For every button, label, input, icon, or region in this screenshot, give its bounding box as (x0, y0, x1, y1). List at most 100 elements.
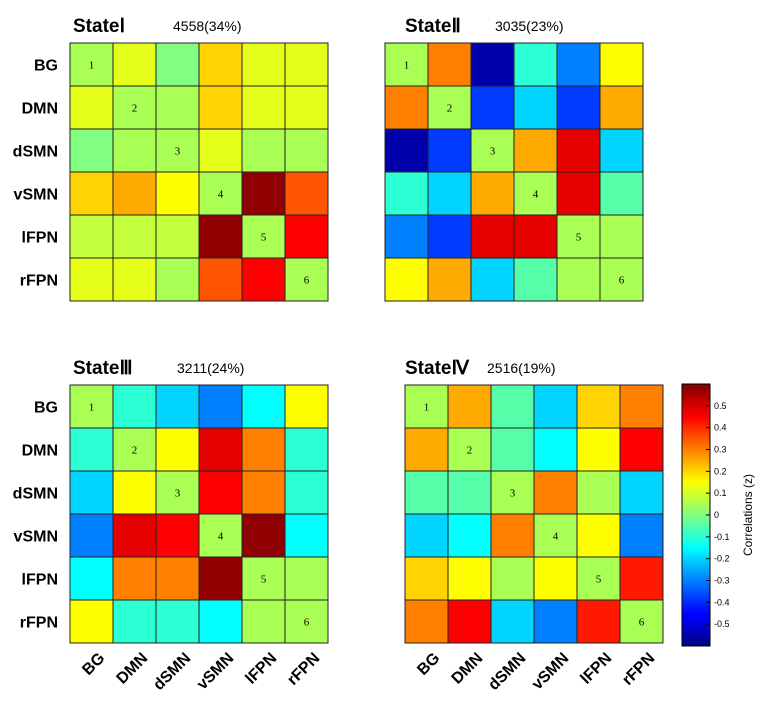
heatmap-cell (599, 42, 644, 87)
heatmap-cell (427, 171, 472, 216)
heatmap-cell (198, 427, 243, 472)
state-panel-1: StateⅠ 4558(34%) 1 2 3 4 5 6 BG DMN dSMN vSMN lFPN rF… (13, 16, 329, 302)
heatmap-cell (155, 42, 200, 87)
column-label: DMN (449, 650, 487, 688)
colorbar-tick-label: 0.2 (714, 466, 727, 476)
heatmap-cell (112, 427, 157, 472)
heatmap-cell (447, 513, 492, 558)
heatmap-cell (490, 556, 535, 601)
heatmap-cell (155, 556, 200, 601)
heatmap-cell (69, 214, 114, 259)
heatmap-cell (447, 427, 492, 472)
heatmap-cell (241, 599, 286, 644)
diagonal-label: 6 (619, 275, 625, 287)
state-title: StateⅢ (73, 358, 133, 379)
heatmap-cell (619, 513, 664, 558)
heatmap-cell (556, 128, 601, 173)
row-label: lFPN (22, 572, 58, 589)
heatmap-cell (198, 599, 243, 644)
row-label: rFPN (20, 615, 58, 632)
colorbar-tick-label: -0.5 (714, 619, 730, 629)
heatmap-cell (69, 470, 114, 515)
heatmap-cell (69, 513, 114, 558)
heatmap-cell (155, 214, 200, 259)
heatmap-cell (599, 257, 644, 302)
heatmap-cell (427, 85, 472, 130)
heatmap-cell (404, 513, 449, 558)
colorbar: 0.5 0.4 0.3 0.2 0.1 0 -0.1 -0.2 -0.3 -0.4 -0.5 Cor… (681, 383, 755, 647)
heatmap-cell (533, 556, 578, 601)
heatmap-cell (599, 128, 644, 173)
heatmap-cell (112, 384, 157, 429)
column-label: dSMN (485, 650, 529, 694)
heatmap-cell (69, 599, 114, 644)
row-label: vSMN (14, 529, 58, 546)
column-label: lFPN (578, 650, 616, 688)
heatmap-cell (241, 384, 286, 429)
column-label: vSMN (529, 650, 572, 693)
heatmap-cell (69, 427, 114, 472)
heatmap-panels: StateⅠ 4558(34%)123456BGDMNdSMNvSMNlFPNrF… (13, 16, 664, 694)
heatmap-cell (619, 427, 664, 472)
colorbar-label: Correlations (z) (741, 474, 755, 556)
heatmap-cell (619, 556, 664, 601)
heatmap-cell (513, 85, 558, 130)
heatmap-cell (576, 599, 621, 644)
diagonal-label: 6 (639, 617, 645, 629)
heatmap-cell (69, 171, 114, 216)
heatmap-cell (284, 470, 329, 515)
heatmap-cell (241, 470, 286, 515)
heatmap-cell (284, 599, 329, 644)
colorbar-tick-label: -0.1 (714, 532, 730, 542)
heatmap-cell (284, 214, 329, 259)
heatmap-cell (155, 513, 200, 558)
heatmap-cell (619, 470, 664, 515)
colorbar-tick-label: -0.4 (714, 597, 730, 607)
diagonal-label: 3 (175, 488, 181, 500)
colorbar-tick-label: 0.3 (714, 445, 727, 455)
heatmap-cell (384, 128, 429, 173)
column-label: rFPN (619, 650, 658, 689)
heatmap-cell (447, 384, 492, 429)
heatmap-cell (599, 85, 644, 130)
heatmap-cell (284, 85, 329, 130)
heatmap-cell (404, 470, 449, 515)
heatmap-cell (198, 556, 243, 601)
row-label: BG (34, 400, 58, 417)
heatmap-cell (404, 427, 449, 472)
heatmap-cell (470, 85, 515, 130)
heatmap-cell (404, 384, 449, 429)
diagonal-label: 4 (533, 189, 539, 201)
heatmap-cell (490, 427, 535, 472)
heatmap-cell (198, 214, 243, 259)
state-panel-3: StateⅢ 3211(24%)123456BGDMNdSMNvSMNlFPNrF… (13, 358, 329, 694)
heatmap-cell (513, 42, 558, 87)
heatmap-cell (447, 470, 492, 515)
heatmap-cell (69, 128, 114, 173)
heatmap-cell (198, 384, 243, 429)
heatmap-cell (241, 427, 286, 472)
diagonal-label: 6 (304, 617, 310, 629)
heatmap-cell (556, 42, 601, 87)
diagonal-label: 5 (261, 574, 267, 586)
heatmap-cell (241, 513, 286, 558)
heatmap-cell (619, 384, 664, 429)
state-count: 4558(34%) (173, 18, 242, 34)
heatmap-cell (556, 257, 601, 302)
heatmap-cell (198, 513, 243, 558)
row-label: vSMN (14, 187, 58, 204)
row-label: dSMN (13, 144, 58, 161)
heatmap-cell (599, 214, 644, 259)
state-count: 2516(19%) (487, 360, 556, 376)
heatmap-cell (284, 171, 329, 216)
state-panel-2: StateⅡ 3035(23%) 1 2 3 4 5 6 (384, 16, 644, 302)
state-title: StateⅣ (405, 358, 469, 379)
state-count: 3035(23%) (495, 18, 564, 34)
column-label: lFPN (243, 650, 281, 688)
diagonal-label: 4 (218, 531, 224, 543)
diagonal-label: 1 (89, 402, 95, 414)
diagonal-label: 1 (89, 60, 95, 72)
colorbar-tick-label: 0.5 (714, 401, 727, 411)
state-title: StateⅠ (73, 16, 125, 37)
heatmap-cell (384, 214, 429, 259)
